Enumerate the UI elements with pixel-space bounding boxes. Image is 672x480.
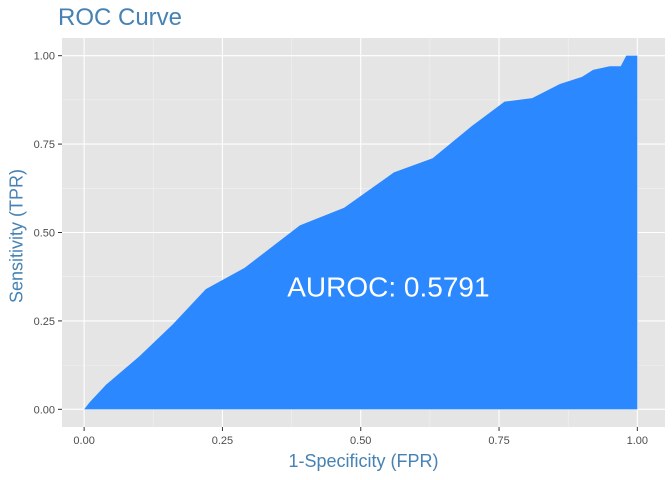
y-tick-label: 0.00: [34, 404, 55, 416]
roc-area: [84, 55, 638, 410]
x-axis-label: 1-Specificity (FPR): [288, 451, 439, 471]
y-tick-label: 1.00: [34, 51, 55, 63]
x-tick-label: 0.25: [212, 435, 233, 447]
y-tick-label: 0.50: [34, 228, 55, 240]
y-axis-label: Sensitivity (TPR): [6, 168, 27, 304]
x-tick-label: 0.00: [73, 435, 94, 447]
x-tick-label: 0.50: [350, 435, 371, 447]
auroc-annotation: AUROC: 0.5791: [287, 271, 489, 302]
y-tick-label: 0.25: [34, 316, 55, 328]
x-tick-label: 1.00: [627, 435, 648, 447]
y-axis: 0.00 0.25 0.50 0.75 1.00: [34, 51, 62, 416]
x-tick-label: 0.75: [488, 435, 509, 447]
y-tick-label: 0.75: [34, 139, 55, 151]
chart-title: ROC Curve: [58, 4, 183, 31]
x-axis: 0.00 0.25 0.50 0.75 1.00: [73, 427, 648, 447]
